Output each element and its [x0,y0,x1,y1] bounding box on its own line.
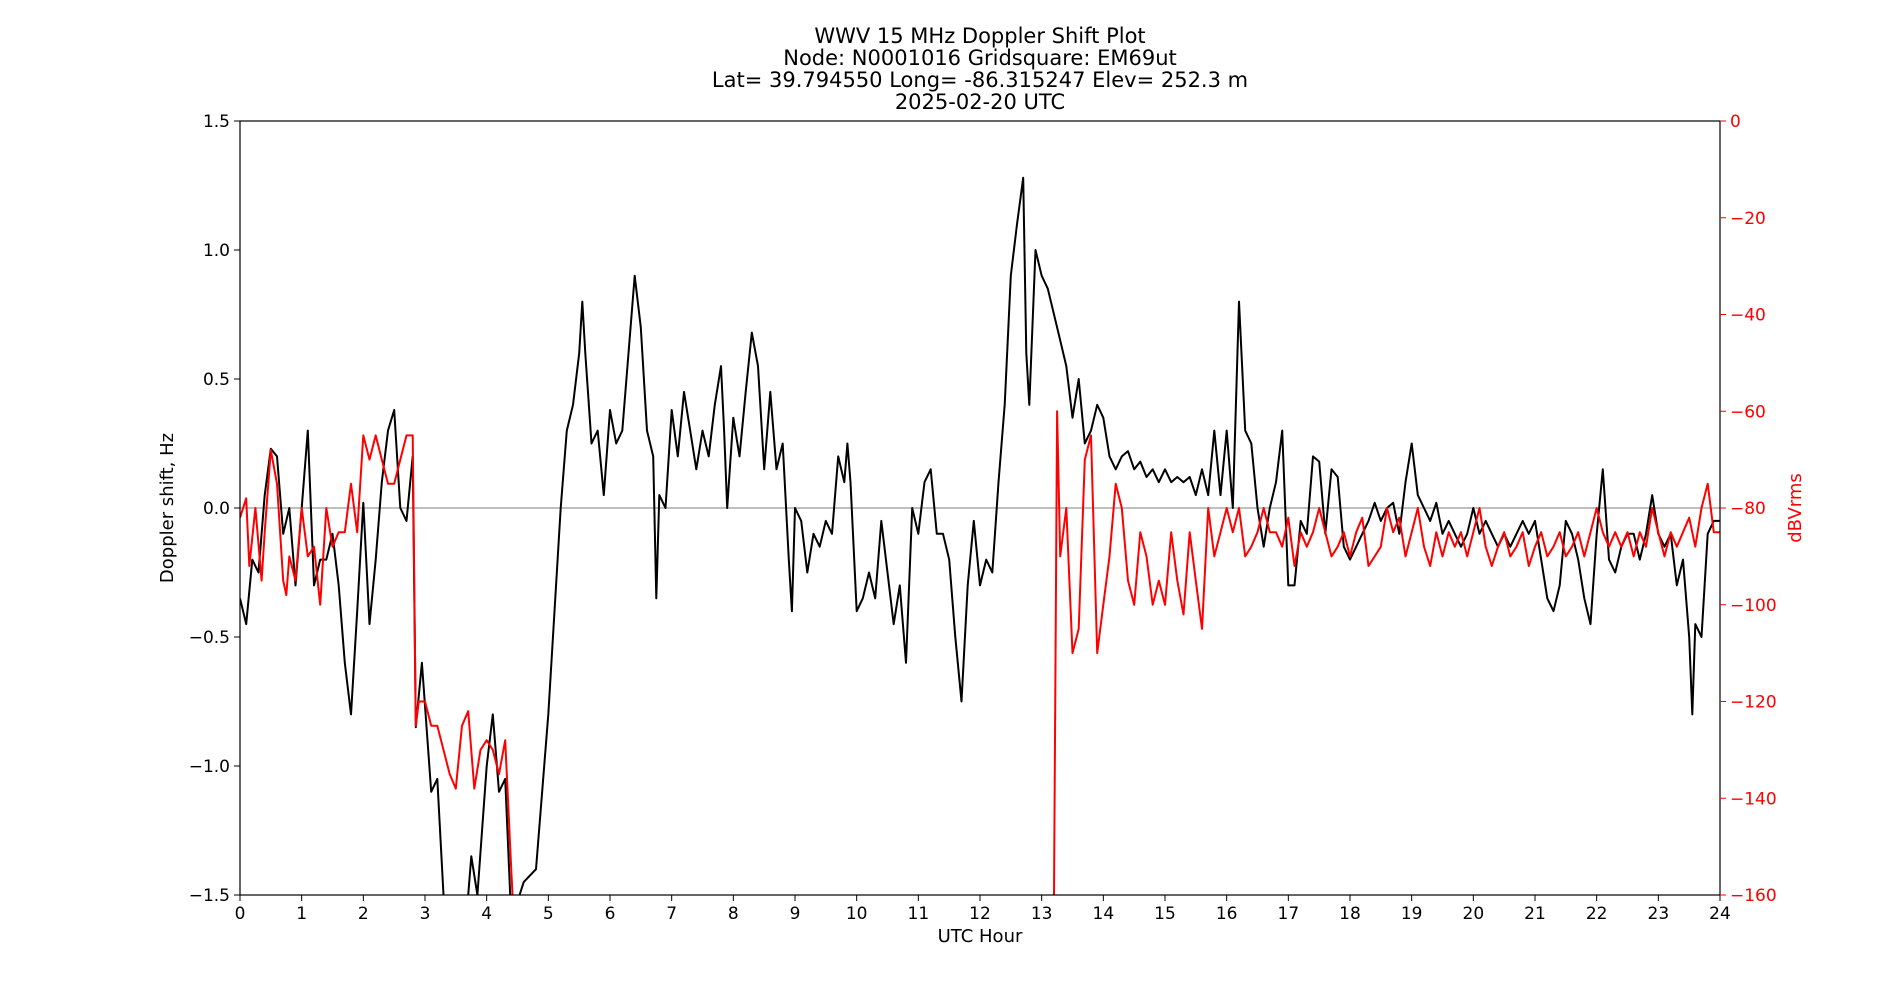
x-tick-label: 1 [296,904,307,924]
x-tick-label: 17 [1278,904,1300,924]
x-tick-label: 13 [1031,904,1053,924]
y-tick-label-right: −140 [1730,789,1777,809]
x-tick-label: 24 [1709,904,1731,924]
y-tick-label-left: 1.0 [203,241,230,261]
x-tick-label: 8 [728,904,739,924]
power-series-line [240,410,1720,895]
x-tick-label: 5 [543,904,554,924]
title-line-2: Node: N0001016 Gridsquare: EM69ut [783,46,1176,70]
x-tick-label: 11 [908,904,930,924]
x-tick-label: 12 [969,904,991,924]
y-tick-label-left: −1.5 [189,886,230,906]
x-tick-label: 19 [1401,904,1423,924]
x-tick-label: 9 [790,904,801,924]
y-axis-label-right: dBVrms [1785,473,1806,543]
y-tick-label-right: −160 [1730,886,1777,906]
x-axis-label: UTC Hour [938,926,1023,947]
y-tick-label-right: −80 [1730,499,1766,519]
x-tick-label: 7 [666,904,677,924]
x-tick-label: 10 [846,904,868,924]
x-tick-label: 3 [420,904,431,924]
title-line-3: Lat= 39.794550 Long= -86.315247 Elev= 25… [712,68,1248,92]
x-tick-label: 16 [1216,904,1238,924]
y-axis-right: 0 −20 −40 −60 −80 −100 −120 −140 −160 [1720,112,1777,906]
chart-title: WWV 15 MHz Doppler Shift Plot Node: N000… [712,24,1248,114]
x-tick-label: 4 [481,904,492,924]
title-line-1: WWV 15 MHz Doppler Shift Plot [814,24,1145,48]
doppler-series-line [240,176,1720,895]
y-tick-label-right: 0 [1730,112,1741,132]
x-axis: 0 1 2 3 4 5 6 7 8 9 10 11 12 13 14 15 16 17 18 19 20 21 22 23 24 [235,895,1731,924]
x-tick-label: 18 [1339,904,1361,924]
y-tick-label-left: 1.5 [203,112,230,132]
y-tick-label-left: −1.0 [189,757,230,777]
y-tick-label-left: −0.5 [189,628,230,648]
x-tick-label: 0 [235,904,246,924]
y-tick-label-right: −20 [1730,209,1766,229]
y-tick-label-right: −40 [1730,306,1766,326]
y-axis-left: 1.5 1.0 0.5 0.0 −0.5 −1.0 −1.5 [189,112,240,906]
x-tick-label: 6 [605,904,616,924]
x-tick-label: 21 [1524,904,1546,924]
x-tick-label: 23 [1648,904,1670,924]
x-tick-label: 15 [1154,904,1176,924]
y-tick-label-right: −100 [1730,596,1777,616]
y-tick-label-right: −120 [1730,693,1777,713]
title-line-4: 2025-02-20 UTC [895,90,1065,114]
y-tick-label-left: 0.0 [203,499,230,519]
x-tick-label: 14 [1093,904,1115,924]
y-tick-label-left: 0.5 [203,370,230,390]
plot-lines [240,176,1720,895]
y-tick-label-right: −60 [1730,402,1766,422]
x-tick-label: 20 [1463,904,1485,924]
x-tick-label: 22 [1586,904,1608,924]
y-axis-label-left: Doppler shift, Hz [157,433,178,583]
x-tick-label: 2 [358,904,369,924]
